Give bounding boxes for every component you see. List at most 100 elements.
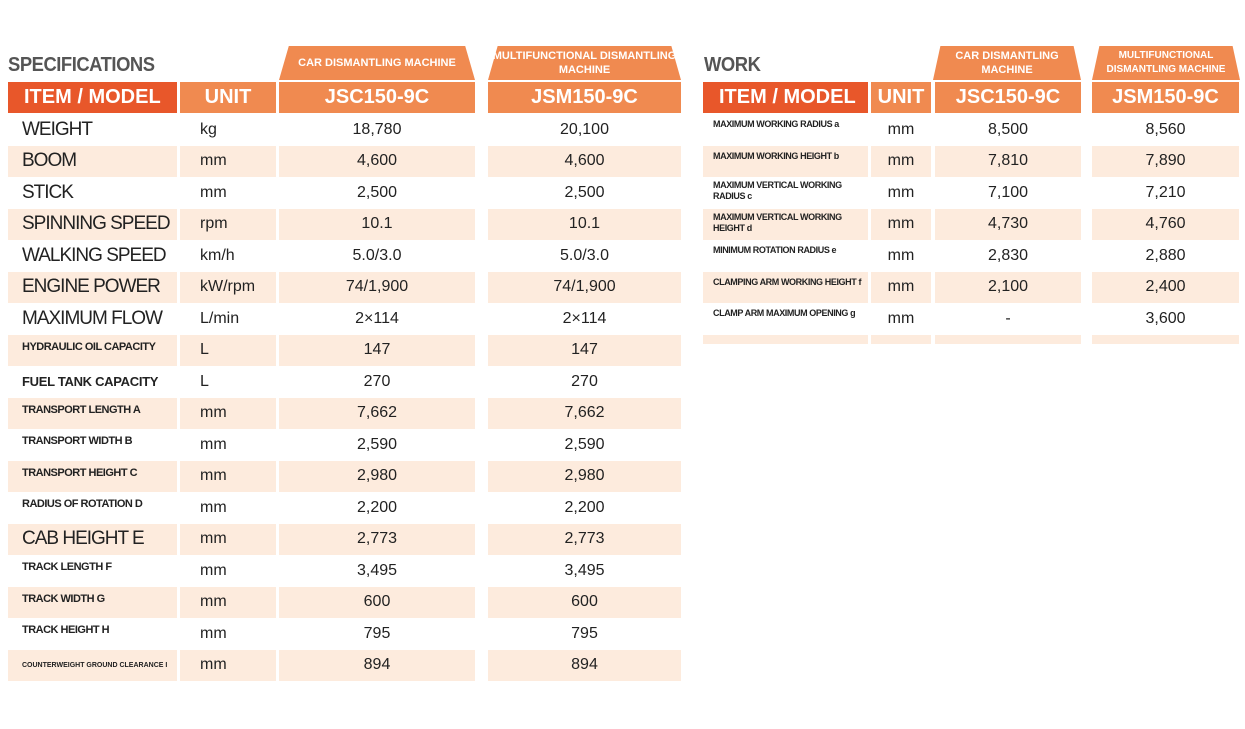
value-jsm150: 3,495 <box>564 561 605 579</box>
item-label: CLAMP ARM MAXIMUM OPENING g <box>713 308 856 318</box>
header-model2: JSM150-9C <box>488 82 681 113</box>
item-label: COUNTERWEIGHT GROUND CLEARANCE I <box>8 649 177 681</box>
value-jsc150: 7,810 <box>935 145 1081 177</box>
value-jsc150: 795 <box>363 624 391 642</box>
item-label: FUEL TANK CAPACITY <box>22 374 159 389</box>
unit-cell: mm <box>887 120 915 138</box>
item-label: MAXIMUM WORKING RADIUS a <box>713 119 839 129</box>
value-jsm150: 7,662 <box>488 397 681 429</box>
value-jsm150: 7,210 <box>1145 183 1186 201</box>
unit-cell: mm <box>200 435 227 453</box>
work-header-unit: UNIT <box>871 82 931 113</box>
unit-cell: mm <box>180 145 276 177</box>
unit-cell: mm <box>200 183 227 201</box>
value-jsc150: 600 <box>279 586 475 618</box>
item-label: CLAMPING ARM WORKING HEIGHT f <box>703 271 868 303</box>
value-jsm150: 7,890 <box>1092 145 1239 177</box>
value-jsm150: 2,500 <box>564 183 605 201</box>
unit-cell: L <box>180 334 276 366</box>
work-title: WORK <box>704 54 761 76</box>
value-jsm150: 894 <box>488 649 681 681</box>
value-jsc150: 3,495 <box>356 561 398 579</box>
value-jsm150: 2,880 <box>1145 246 1186 264</box>
unit-cell: mm <box>200 624 227 642</box>
item-label: MAXIMUM FLOW <box>22 307 163 329</box>
value-jsc150: - <box>1005 309 1011 327</box>
header-model1: JSC150-9C <box>279 82 475 113</box>
value-jsc150: 4,730 <box>935 208 1081 240</box>
item-label: TRANSPORT HEIGHT C <box>8 460 177 492</box>
value-jsm150: 2,200 <box>564 498 605 516</box>
value-jsm150: 2,400 <box>1092 271 1239 303</box>
item-label: CAB HEIGHT E <box>8 523 177 555</box>
machine-type-car: CAR DISMANTLING MACHINE <box>279 46 475 80</box>
value-jsc150: 10.1 <box>279 208 475 240</box>
value-jsm150: 10.1 <box>488 208 681 240</box>
unit-cell: mm <box>887 309 915 327</box>
row-stub <box>935 334 1081 344</box>
unit-cell: mm <box>871 208 931 240</box>
item-label: ENGINE POWER <box>8 271 177 303</box>
value-jsc150: 894 <box>279 649 475 681</box>
value-jsm150: 20,100 <box>560 120 609 138</box>
item-label: MAXIMUM VERTICAL WORKING RADIUS c <box>713 180 842 201</box>
item-label: MINIMUM ROTATION RADIUS e <box>713 245 837 255</box>
value-jsc150: 74/1,900 <box>279 271 475 303</box>
unit-cell: mm <box>871 145 931 177</box>
item-label: SPINNING SPEED <box>8 208 177 240</box>
value-jsc150: 2,980 <box>279 460 475 492</box>
row-stub <box>871 334 931 344</box>
item-label: STICK <box>22 181 74 203</box>
header-item: ITEM / MODEL <box>8 82 177 113</box>
value-jsc150: 4,600 <box>279 145 475 177</box>
value-jsc150: 270 <box>363 372 391 390</box>
specifications-title: SPECIFICATIONS <box>8 54 155 76</box>
unit-cell: mm <box>180 397 276 429</box>
value-jsm150: 4,600 <box>488 145 681 177</box>
item-label: WALKING SPEED <box>22 244 167 266</box>
value-jsm150: 3,600 <box>1145 309 1186 327</box>
item-label: BOOM <box>8 145 177 177</box>
header-unit: UNIT <box>180 82 276 113</box>
value-jsm150: 2,773 <box>488 523 681 555</box>
value-jsc150: 147 <box>279 334 475 366</box>
value-jsm150: 795 <box>571 624 598 642</box>
item-label: TRACK HEIGHT H <box>22 624 110 636</box>
machine-type-multi: MULTIFUNCTIONAL DISMANTLING MACHINE <box>488 46 681 80</box>
value-jsm150: 2,980 <box>488 460 681 492</box>
unit-cell: mm <box>180 460 276 492</box>
unit-cell: km/h <box>200 246 235 264</box>
value-jsm150: 2×114 <box>562 309 607 327</box>
value-jsm150: 5.0/3.0 <box>560 246 609 264</box>
value-jsm150: 147 <box>488 334 681 366</box>
item-label: MAXIMUM WORKING HEIGHT b <box>703 145 868 177</box>
work-header-model2: JSM150-9C <box>1092 82 1239 113</box>
value-jsc150: 2,773 <box>279 523 475 555</box>
unit-cell: kW/rpm <box>180 271 276 303</box>
value-jsm150: 2,590 <box>564 435 605 453</box>
value-jsm150: 8,560 <box>1145 120 1186 138</box>
value-jsc150: 2,500 <box>356 183 398 201</box>
unit-cell: kg <box>200 120 217 138</box>
unit-cell: rpm <box>180 208 276 240</box>
work-header-item: ITEM / MODEL <box>703 82 868 113</box>
unit-cell: mm <box>180 649 276 681</box>
unit-cell: mm <box>887 183 915 201</box>
value-jsm150: 600 <box>488 586 681 618</box>
item-label: MAXIMUM VERTICAL WORKING HEIGHT d <box>703 208 868 240</box>
value-jsc150: 2,590 <box>356 435 398 453</box>
unit-cell: L <box>200 372 209 390</box>
row-stub <box>703 334 868 344</box>
work-machine-type-car: CAR DISMANTLING MACHINE <box>933 46 1081 80</box>
item-label: TRACK WIDTH G <box>8 586 177 618</box>
item-label: WEIGHT <box>22 118 93 140</box>
unit-cell: mm <box>200 561 227 579</box>
value-jsc150: 2,200 <box>356 498 398 516</box>
value-jsc150: 2×114 <box>355 309 399 327</box>
item-label: RADIUS OF ROTATION D <box>22 498 143 510</box>
value-jsc150: 7,662 <box>279 397 475 429</box>
value-jsm150: 4,760 <box>1092 208 1239 240</box>
value-jsc150: 7,100 <box>987 183 1029 201</box>
unit-cell: mm <box>200 498 227 516</box>
value-jsc150: 2,830 <box>987 246 1029 264</box>
